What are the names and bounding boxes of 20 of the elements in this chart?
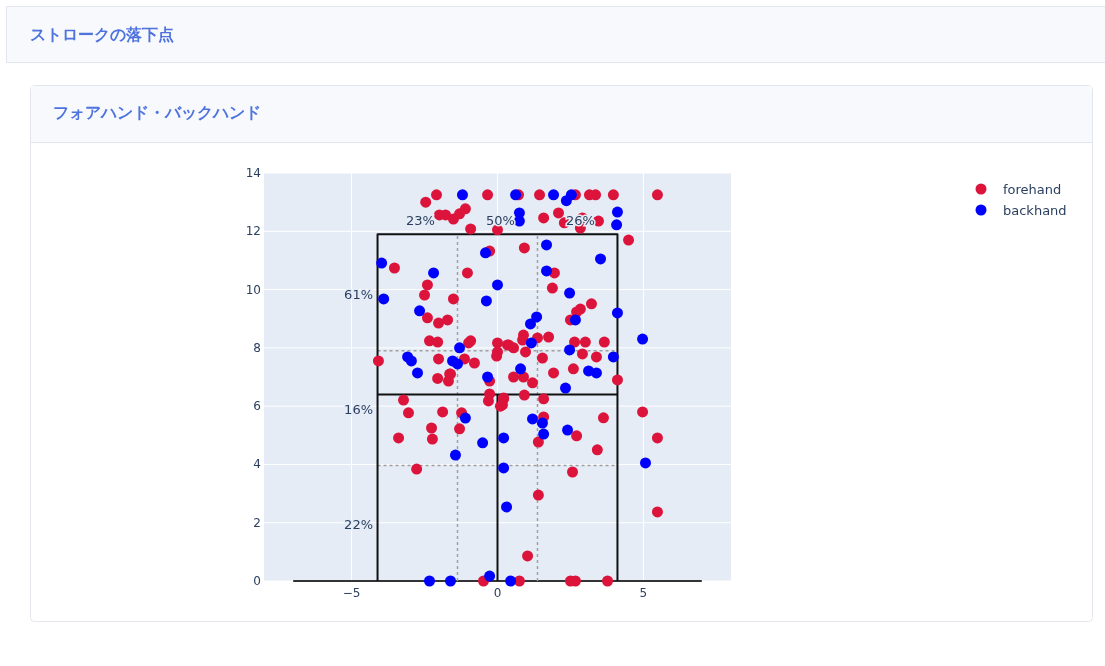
annotation: 16% (344, 402, 374, 418)
y-tick-label: 8 (253, 340, 261, 355)
y-tick-label: 4 (253, 457, 261, 472)
legend-label: backhand (1003, 202, 1067, 218)
x-tick-label: 5 (639, 586, 648, 600)
annotation: 22% (344, 516, 374, 532)
annotation: 50% (485, 213, 515, 229)
y-tick-label: 10 (245, 282, 261, 297)
y-tick-label: 0 (253, 574, 261, 588)
y-tick-label: 2 (253, 515, 261, 530)
y-tick-label: 6 (253, 399, 261, 414)
legend-label: forehand (1003, 181, 1062, 197)
y-tick-label: 14 (245, 166, 261, 180)
text: ストロークの落下点 (30, 25, 174, 44)
chart-subtitle: フォアハンド・バックハンド (53, 103, 261, 122)
annotation: 23% (405, 213, 435, 229)
annotation: 61% (344, 286, 374, 302)
x-tick-label: 0 (493, 586, 502, 600)
x-tick-label: −5 (342, 586, 361, 600)
y-tick-label: 12 (245, 224, 261, 239)
